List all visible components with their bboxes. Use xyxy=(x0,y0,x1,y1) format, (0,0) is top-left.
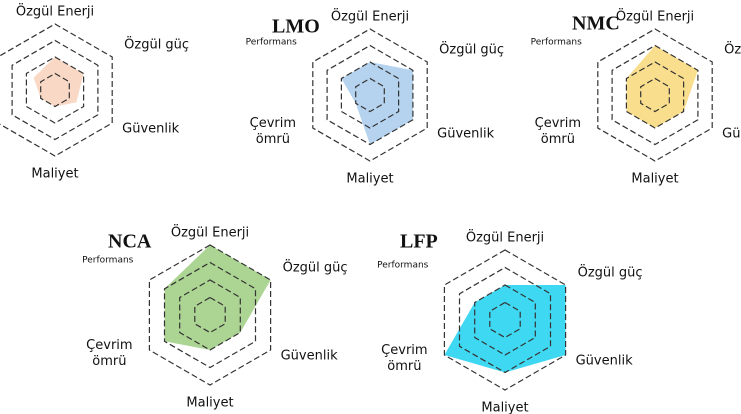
axis-label: Performans xyxy=(82,256,134,266)
grid-ring xyxy=(597,28,713,162)
axis-label: Çevrim ömrü xyxy=(86,338,133,369)
axis-label: Özgül güç xyxy=(724,41,741,58)
axis-label-box: Çevrim ömrü xyxy=(381,343,428,374)
radar-area xyxy=(626,45,698,128)
grid-ring xyxy=(355,77,385,113)
grid-ring xyxy=(25,56,85,124)
axis-label: Maliyet xyxy=(186,396,233,411)
axis-label-box: Çevrim ömrü xyxy=(249,116,297,147)
axis-label: Çevrim ömrü xyxy=(381,343,428,374)
grid-ring xyxy=(625,61,685,129)
grid-ring xyxy=(443,249,567,391)
grid-ring xyxy=(179,279,241,351)
axis-label: Özgül güç xyxy=(283,259,348,276)
chart-title: LMO xyxy=(272,16,320,38)
axis-label: Özgül güç xyxy=(124,36,189,53)
axis-label: Performans xyxy=(246,38,298,48)
radar-area xyxy=(444,285,566,373)
axis-label: Çevrim ömrü xyxy=(249,116,297,147)
axis-label: Özgül Enerji xyxy=(331,8,409,25)
grid-ring xyxy=(40,72,70,108)
grid-ring xyxy=(640,77,670,113)
grid-ring xyxy=(340,61,400,129)
axis-label: Güvenlik xyxy=(437,127,494,142)
axis-label: Güvenlik xyxy=(576,354,633,369)
radar-area xyxy=(33,57,84,107)
axis-label: Performans xyxy=(377,261,429,271)
radar-area xyxy=(341,62,413,145)
axis-label: Özgül Enerji xyxy=(171,224,249,241)
axis-label: Özgül Enerji xyxy=(466,229,544,246)
chart-title: NMC xyxy=(572,13,620,35)
radar-area xyxy=(164,245,271,350)
grid-ring xyxy=(474,284,536,356)
axis-label-box: Çevrim ömrü xyxy=(86,338,133,369)
axis-label: Maliyet xyxy=(31,167,78,182)
axis-label: Özgül Enerji xyxy=(616,8,694,25)
chart-title: NCA xyxy=(108,231,152,253)
axis-label: Maliyet xyxy=(481,401,528,414)
grid-ring xyxy=(0,23,113,157)
axis-label: Güvenlik xyxy=(122,122,179,137)
axis-label: Maliyet xyxy=(631,172,678,187)
grid-ring xyxy=(312,28,428,162)
grid-ring xyxy=(458,266,552,374)
axis-label: Performans xyxy=(531,38,583,48)
grid-ring xyxy=(148,244,272,386)
axis-label: Güvenlik xyxy=(722,127,741,142)
grid-ring xyxy=(163,261,257,369)
grid-ring xyxy=(326,44,414,146)
axis-label: Maliyet xyxy=(346,172,393,187)
axis-label: Özgül güç xyxy=(439,41,504,58)
grid-ring xyxy=(11,39,99,141)
axis-label: Çevrim ömrü xyxy=(534,116,582,147)
axis-label: Özgül güç xyxy=(578,264,643,281)
axis-label: Güvenlik xyxy=(281,349,338,364)
chart-title: LFP xyxy=(400,231,438,253)
axis-label-box: Çevrim ömrü xyxy=(534,116,582,147)
grid-ring xyxy=(611,44,699,146)
axis-label: Özgül Enerji xyxy=(16,3,94,20)
